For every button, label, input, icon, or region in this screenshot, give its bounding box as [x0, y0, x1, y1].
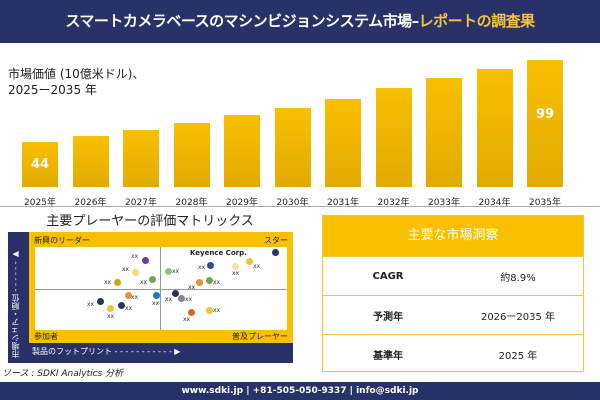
player-label: xx — [104, 278, 112, 286]
player-dot — [171, 289, 179, 297]
player-dot — [131, 268, 139, 276]
player-label: xx — [172, 267, 180, 275]
bar — [224, 115, 260, 187]
player-label: xx — [185, 295, 193, 303]
insight-label: 基準年 — [373, 350, 403, 362]
insight-value: 約8.9% — [500, 272, 536, 284]
bar — [527, 60, 563, 187]
market-value-line2: 2025ー2035 年 — [8, 83, 97, 97]
x-tick-label: 2034年 — [478, 198, 511, 208]
player-label: xx — [253, 262, 261, 270]
footer-contact: www.sdki.jp | +81-505-050-9337 | info@sd… — [0, 382, 600, 400]
player-dot — [148, 275, 156, 283]
x-tick-label: 2035年 — [529, 198, 561, 208]
bar — [325, 98, 361, 187]
matrix-v-line — [160, 247, 161, 330]
market-value-line1: 市場価値 (10億米ドル)、 — [8, 67, 145, 81]
player-dot — [96, 297, 104, 305]
player-dot — [195, 278, 203, 286]
bar-value-label: 99 — [535, 107, 555, 122]
player-dot — [106, 304, 114, 312]
insight-value: 2026ー2035 年 — [480, 311, 556, 323]
player-label: xx — [131, 252, 139, 260]
y-axis-label: 市場シェア・順位 ‐ ‐ ‐ ‐ ‐ ‐ ▶ — [11, 249, 20, 358]
player-dot — [187, 308, 195, 316]
player-dot — [152, 291, 160, 299]
bar — [72, 136, 109, 187]
header-title-accent: レポートの調査果 — [418, 12, 536, 30]
bar — [274, 107, 311, 187]
player-label: xx — [152, 299, 160, 307]
player-dot — [205, 276, 213, 284]
source-note: ソース : SDKI Analytics 分析 — [2, 369, 124, 379]
player-dot — [231, 262, 239, 270]
player-dot — [177, 294, 185, 302]
player-label: xx — [107, 312, 115, 320]
quadrant-emerging-leaders: 新興のリーダー — [34, 236, 90, 245]
x-tick-label: 2031年 — [327, 198, 359, 208]
player-label: xx — [87, 300, 95, 308]
insight-value: 2025 年 — [498, 350, 538, 362]
bar — [476, 68, 513, 187]
x-tick-label: 2030年 — [276, 198, 309, 208]
insight-row: CAGR 約8.9% — [323, 256, 583, 295]
insight-row: 予測年 2026ー2035 年 — [323, 295, 583, 334]
player-dot — [117, 301, 125, 309]
x-tick-label: 2027年 — [125, 198, 157, 208]
quadrant-participants: 参加者 — [34, 332, 58, 341]
player-label: xx — [198, 263, 206, 271]
keyence-label: Keyence Corp. — [190, 249, 247, 257]
bar — [22, 142, 58, 187]
player-dot — [124, 291, 132, 299]
bar-value-label: 44 — [30, 157, 50, 172]
x-axis-label: 製品のフットプリント - - - - - - - - - - - ▶ — [32, 347, 181, 356]
x-tick-label: 2032年 — [377, 198, 410, 208]
market-value-label: 市場価値 (10億米ドル)、 2025ー2035 年 — [8, 66, 144, 98]
player-dot — [206, 261, 214, 269]
bar — [426, 77, 462, 187]
player-label: xx — [131, 293, 139, 301]
player-label: xx — [125, 304, 133, 312]
player-label: xx — [232, 269, 240, 277]
player-dot — [164, 267, 172, 275]
player-dot — [245, 257, 253, 265]
matrix-h-line — [35, 289, 287, 290]
divider — [0, 206, 600, 207]
player-dot — [113, 278, 121, 286]
matrix-plot: Keyence Corp. — [35, 247, 287, 330]
insight-row: 基準年 2025 年 — [323, 334, 583, 373]
player-label: xx — [188, 283, 196, 291]
header-title: スマートカメラベースのマシンビジョンシステム市場– — [65, 12, 419, 30]
player-dot — [141, 256, 149, 264]
player-label: xx — [183, 315, 191, 323]
x-tick-label: 2028年 — [175, 198, 208, 208]
insight-label: CAGR — [372, 270, 404, 282]
bar — [123, 130, 159, 187]
player-label: xx — [140, 278, 148, 286]
player-label: xx — [213, 278, 221, 286]
x-tick-label: 2025年 — [24, 198, 56, 208]
insights-title: 主要な市場洞察 — [323, 216, 583, 256]
player-label: xx — [213, 306, 221, 314]
x-tick-label: 2033年 — [428, 198, 460, 208]
quadrant-stars: スター — [264, 236, 288, 245]
player-dot — [205, 306, 213, 314]
insight-label: 予測年 — [373, 311, 403, 323]
x-tick-label: 2029年 — [226, 198, 258, 208]
bar — [375, 88, 412, 187]
player-matrix: 市場シェア・順位 ‐ ‐ ‐ ‐ ‐ ‐ ▶ 新興のリーダー スター 参加者 普… — [8, 232, 293, 363]
page-header: スマートカメラベースのマシンビジョンシステム市場–レポートの調査果 — [0, 0, 600, 43]
market-insights-table: 主要な市場洞察 CAGR 約8.9% 予測年 2026ー2035 年 基準年 2025… — [322, 215, 584, 372]
player-dot — [271, 248, 279, 256]
bar — [173, 122, 210, 187]
player-label: xx — [165, 295, 173, 303]
matrix-title: 主要プレーヤーの評価マトリックス — [46, 214, 254, 229]
x-tick-label: 2026年 — [74, 198, 107, 208]
quadrant-pervasive-players: 普及プレーヤー — [232, 332, 288, 341]
player-label: xx — [122, 265, 130, 273]
